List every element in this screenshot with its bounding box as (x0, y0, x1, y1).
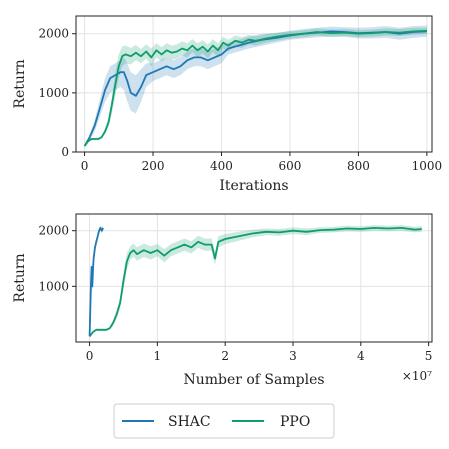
axes-frame (75, 213, 433, 343)
x-axis-multiplier: ×10⁷ (402, 369, 432, 383)
legend: SHAC PPO (113, 403, 335, 439)
line-ppo (88, 226, 422, 337)
y-tick-label: 1000 (38, 279, 69, 293)
band-ppo (89, 225, 422, 337)
x-tick-label: 600 (278, 159, 301, 173)
x-tick-label: 3 (289, 349, 297, 363)
top-panel: 0 200 400 600 800 1000 0 1000 2000 Iterations Retu… (12, 15, 443, 194)
y-axis-label: Return (12, 59, 28, 108)
x-tick-label: 4 (357, 349, 365, 363)
legend-box (113, 403, 335, 439)
x-tick-label: 1000 (412, 159, 443, 173)
y-axis-label: Return (12, 253, 28, 302)
x-axis-label: Iterations (219, 178, 288, 194)
legend-label-ppo: PPO (280, 414, 310, 430)
line-shac (83, 30, 427, 147)
x-tick-label: 1 (154, 349, 162, 363)
x-axis-label: Number of Samples (183, 372, 324, 388)
x-tick-label: 2 (221, 349, 229, 363)
y-tick-label: 2000 (38, 224, 69, 238)
x-tick-label: 400 (210, 159, 233, 173)
band-shac (84, 25, 427, 147)
x-tick-label: 200 (142, 159, 165, 173)
legend-label-shac: SHAC (168, 414, 211, 430)
line-ppo (83, 29, 427, 147)
y-tick-label: 2000 (38, 27, 69, 41)
line-shac (88, 226, 104, 337)
y-tick-label: 1000 (38, 86, 69, 100)
y-tick-label: 0 (61, 145, 69, 159)
band-ppo (84, 27, 427, 147)
x-tick-label: 0 (81, 159, 89, 173)
x-tick-label: 5 (425, 349, 433, 363)
x-tick-label: 800 (347, 159, 370, 173)
x-tick-label: 0 (86, 349, 94, 363)
axes-frame (75, 15, 433, 153)
bottom-panel: 0 1 2 3 4 5 1000 2000 Number of Samples Return ×10… (12, 213, 433, 388)
